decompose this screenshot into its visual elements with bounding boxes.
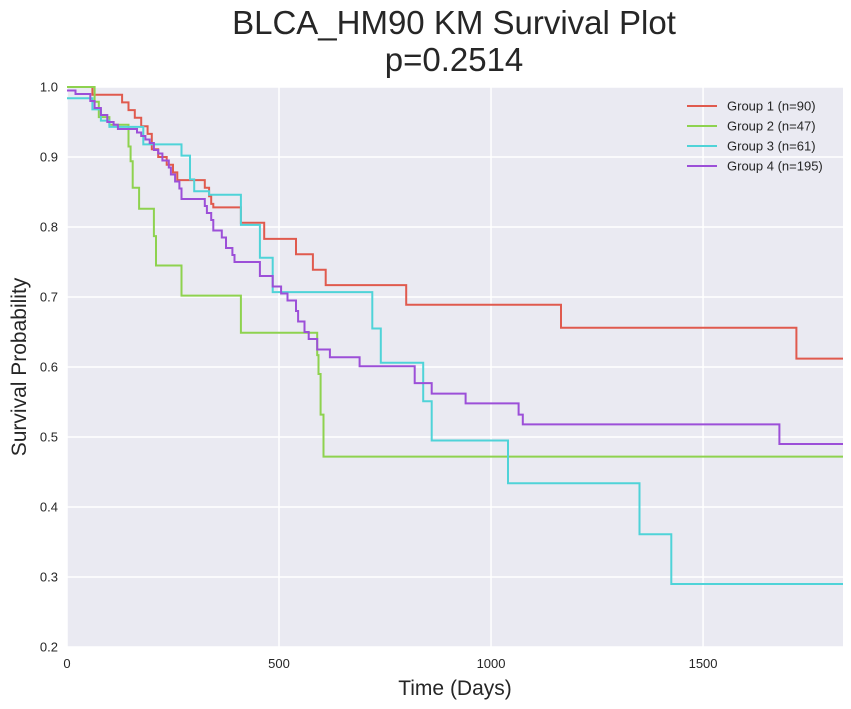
y-tick-label-2: 0.4 — [40, 500, 58, 515]
legend-label-group-4: Group 4 (n=195) — [727, 159, 823, 174]
x-axis-label: Time (Days) — [398, 677, 512, 700]
y-tick-labels: 0.2 0.3 0.4 0.5 0.6 0.7 0.8 0.9 1.0 — [40, 80, 58, 655]
legend-label-group-2: Group 2 (n=47) — [727, 119, 816, 134]
y-tick-label-0: 0.2 — [40, 640, 58, 655]
y-tick-label-5: 0.7 — [40, 290, 58, 305]
y-tick-label-3: 0.5 — [40, 430, 58, 445]
chart-title-line1: BLCA_HM90 KM Survival Plot — [232, 4, 676, 41]
y-tick-label-7: 0.9 — [40, 150, 58, 165]
x-tick-label-0: 0 — [63, 656, 70, 671]
x-tick-label-3: 1500 — [689, 656, 718, 671]
grid-lines — [66, 86, 843, 648]
x-tick-label-2: 1000 — [477, 656, 506, 671]
series-line-group-1 — [67, 86, 843, 360]
series-line-group-3 — [67, 97, 843, 585]
y-axis-label: Survival Probability — [8, 277, 31, 456]
y-tick-label-1: 0.3 — [40, 570, 58, 585]
x-tick-labels: 0 500 1000 1500 — [63, 656, 717, 671]
legend-label-group-3: Group 3 (n=61) — [727, 139, 816, 154]
chart-title-line2: p=0.2514 — [385, 41, 524, 78]
y-tick-label-6: 0.8 — [40, 220, 58, 235]
series-line-group-2 — [67, 86, 843, 458]
legend-label-group-1: Group 1 (n=90) — [727, 99, 816, 114]
series-line-group-4 — [67, 89, 843, 445]
y-tick-label-8: 1.0 — [40, 80, 58, 95]
series-layer — [67, 86, 843, 585]
legend: Group 1 (n=90) Group 2 (n=47) Group 3 (n=6… — [687, 99, 823, 174]
y-tick-label-4: 0.6 — [40, 360, 58, 375]
x-tick-label-1: 500 — [268, 656, 290, 671]
